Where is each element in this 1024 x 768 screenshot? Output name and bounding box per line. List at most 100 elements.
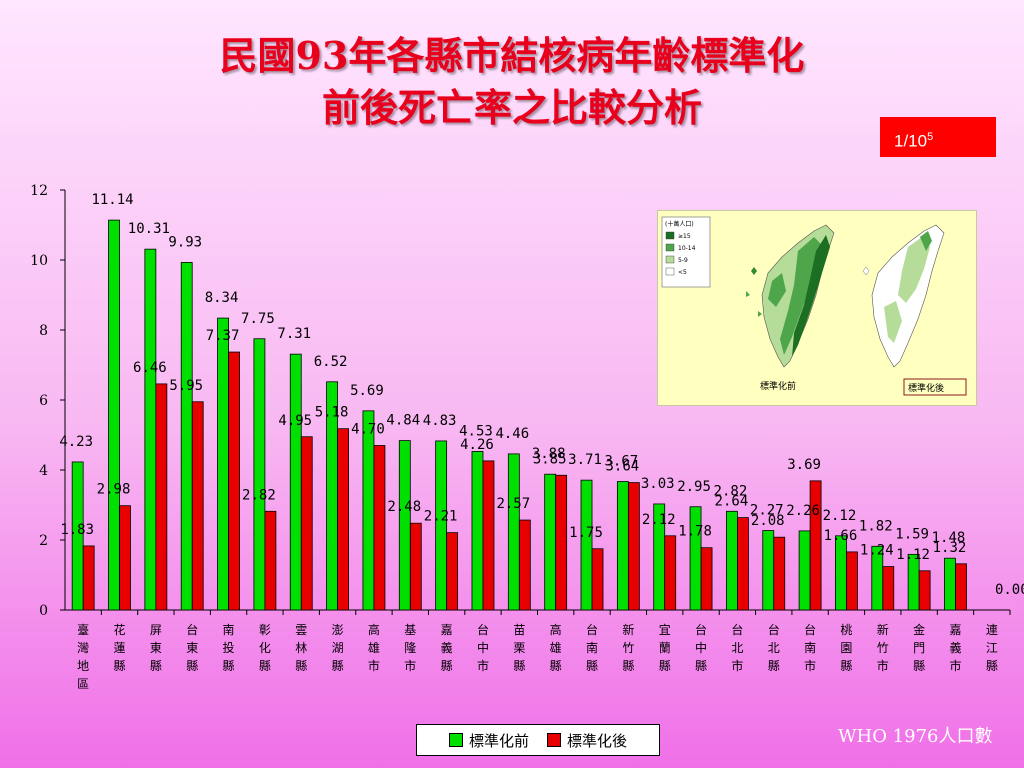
x-tick-label-char: 栗 (513, 641, 525, 655)
bar-after (773, 536, 786, 611)
legend-swatch-before (448, 733, 463, 747)
x-tick-label-char: 嘉 (949, 623, 961, 637)
data-label-after: 7.37 (206, 328, 240, 344)
x-tick-label-char: 金 (913, 622, 925, 637)
map-legend-item-4: <5 (678, 269, 687, 276)
bar-before (616, 481, 629, 611)
data-label-before: 2.12 (823, 508, 857, 524)
unit-label: 1/105 (880, 117, 996, 157)
data-label-before: 5.69 (350, 383, 384, 399)
data-label-before: 6.52 (314, 354, 348, 370)
x-tick-label-char: 臺 (77, 622, 89, 637)
x-tick-label-char: 市 (731, 658, 743, 673)
x-tick-label-char: 縣 (259, 659, 271, 673)
x-tick-label-char: 北 (731, 641, 743, 655)
map-caption-before: 標準化前 (760, 380, 796, 392)
data-label-before: 2.82 (714, 483, 748, 499)
bar-after (555, 474, 568, 611)
x-tick-label-char: 高 (368, 622, 380, 637)
source-note: WHO 1976人口數 (838, 726, 993, 747)
bar-after (518, 519, 531, 611)
data-label-after: 3.69 (787, 457, 821, 473)
chart-title: 民國93年各縣市結核病年齡標準化 前後死亡率之比較分析 (0, 30, 1024, 134)
x-tick-label-char: 台 (586, 622, 598, 637)
map-after (862, 224, 945, 368)
x-tick-label-char: 湖 (332, 640, 344, 655)
x-tick-label-char: 江 (986, 641, 998, 655)
map-inset-graphic: (十萬人口) ≥15 10-14 5-9 <5 標準化前 標準化後 (661, 216, 967, 396)
bar-after (482, 460, 495, 611)
data-label-after: 5.18 (315, 405, 349, 421)
x-tick-label-char: 雄 (368, 640, 380, 655)
x-tick-label-char: 澎 (332, 623, 344, 637)
x-tick-label-char: 縣 (186, 659, 198, 673)
bar-before (580, 479, 593, 611)
map-legend-box (661, 216, 711, 288)
y-tick-label: 12 (30, 183, 48, 199)
x-tick-label-char: 市 (804, 658, 816, 673)
x-tick-label-char: 基 (404, 623, 416, 637)
map-legend-item-3: 5-9 (678, 257, 688, 264)
x-tick-label-char: 苗 (513, 623, 525, 637)
taiwan-map-inset: (十萬人口) ≥15 10-14 5-9 <5 標準化前 標準化後 (657, 210, 977, 406)
x-tick-label-char: 宜 (659, 622, 671, 637)
data-label-before: 2.26 (786, 503, 820, 519)
x-tick-label-char: 地 (77, 659, 89, 673)
bar-after (591, 548, 604, 611)
x-tick-label-char: 竹 (622, 641, 634, 655)
x-tick-label-char: 化 (259, 641, 271, 655)
bar-before (71, 461, 84, 611)
bar-after (373, 445, 386, 611)
bar-before (362, 410, 375, 611)
x-tick-label-char: 雲 (295, 623, 307, 637)
bar-before (180, 262, 193, 611)
bar-before (398, 440, 411, 611)
x-tick-label-char: 縣 (986, 659, 998, 673)
x-tick-label-char: 新 (622, 622, 634, 637)
data-label-after: 2.08 (751, 513, 785, 529)
x-tick-label-char: 東 (186, 641, 198, 655)
x-tick-label-char: 台 (804, 622, 816, 637)
bar-after (882, 566, 895, 611)
y-tick-label: 0 (39, 603, 48, 619)
chart-legend: 標準化前 標準化後 (416, 724, 660, 756)
data-label-after: 5.95 (169, 378, 203, 394)
data-label-after: 2.12 (642, 512, 676, 528)
legend-label-after: 標準化後 (567, 731, 628, 750)
legend-label-before: 標準化前 (468, 731, 529, 750)
title-line-2: 前後死亡率之比較分析 (321, 85, 702, 130)
x-tick-label-char: 縣 (332, 659, 344, 673)
map-legend-title: (十萬人口) (665, 220, 694, 228)
data-label-before: 8.34 (205, 290, 239, 306)
bar-before (689, 506, 702, 611)
legend-item-after: 標準化後 (547, 730, 627, 751)
bar-before (798, 530, 811, 611)
x-tick-label-char: 義 (441, 640, 453, 655)
x-tick-label-char: 竹 (877, 641, 889, 655)
data-label-before: 7.31 (277, 326, 311, 342)
x-tick-label-char: 林 (295, 641, 307, 655)
x-tick-label-char: 中 (695, 640, 707, 655)
data-label-before: 1.48 (932, 530, 966, 546)
bar-after (119, 505, 131, 611)
bar-after (409, 522, 422, 611)
x-tick-label-char: 區 (77, 677, 89, 691)
bar-before (726, 510, 738, 611)
data-label-after: 1.66 (824, 528, 858, 544)
title-line-1: 民國93年各縣市結核病年齡標準化 (219, 33, 805, 78)
bar-after (264, 510, 277, 611)
map-legend-swatch-2 (665, 243, 675, 252)
data-label-after: 4.26 (460, 437, 494, 453)
x-tick-label-char: 嘉 (441, 623, 453, 637)
bar-before (944, 557, 956, 611)
data-label-before: 4.46 (495, 426, 529, 442)
x-tick-label-char: 縣 (295, 659, 307, 673)
x-tick-label-char: 縣 (223, 659, 235, 673)
bar-after (737, 517, 749, 611)
x-tick-label-char: 桃 (840, 622, 852, 637)
x-tick-label-char: 彰 (259, 622, 271, 637)
data-label-after: 3.64 (606, 459, 640, 475)
data-label-after: 2.48 (387, 499, 421, 515)
bar-before (471, 451, 484, 611)
bar-after (664, 535, 677, 611)
